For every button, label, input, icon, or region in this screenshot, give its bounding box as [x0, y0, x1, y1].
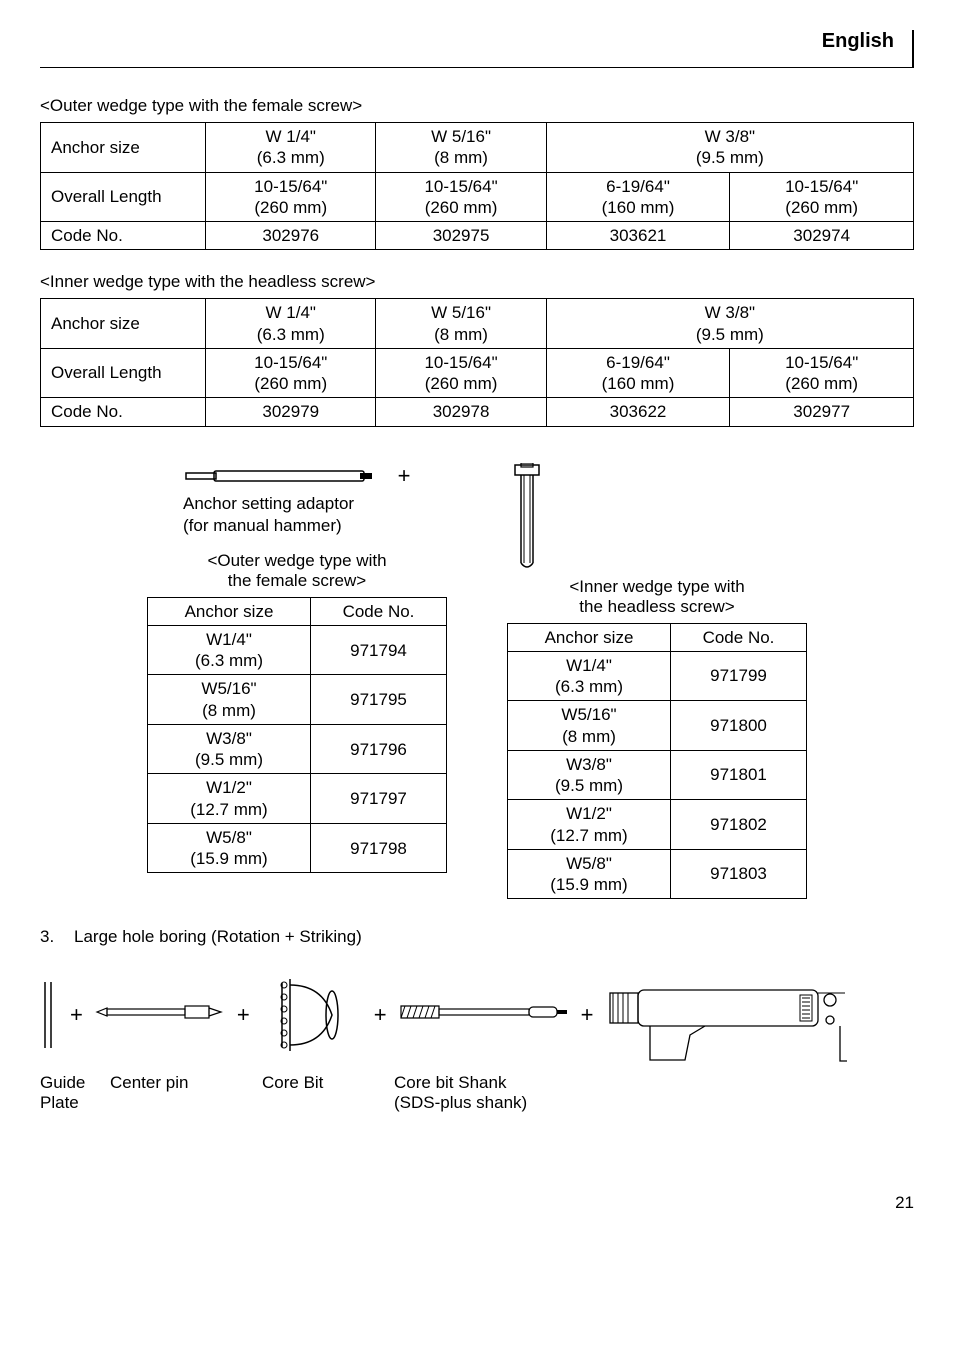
plus-icon: + — [374, 1002, 387, 1028]
right-small-table: Anchor size Code No. W1/4"(6.3 mm)971799… — [507, 623, 807, 900]
rs-r2-c1: 971801 — [671, 750, 807, 800]
ls-r1-c1: 971795 — [311, 675, 447, 725]
adaptor-icon — [184, 465, 374, 487]
right-small-title-2: the headless screw> — [507, 597, 807, 617]
t1-r1-c3: 10-15/64"(260 mm) — [730, 172, 914, 222]
header-language: English — [40, 30, 914, 68]
table2-title: <Inner wedge type with the headless scre… — [40, 272, 914, 292]
t2-r1-c2: 6-19/64"(160 mm) — [546, 348, 730, 398]
rs-r1-c1: 971800 — [671, 701, 807, 751]
t1-r2-label: Code No. — [41, 222, 206, 250]
t2-r1-c3: 10-15/64"(260 mm) — [730, 348, 914, 398]
page-number: 21 — [40, 1193, 914, 1213]
ls-r4-c0: W5/8"(15.9 mm) — [148, 823, 311, 873]
drill-tool-icon — [605, 965, 855, 1065]
t1-r1-c0: 10-15/64"(260 mm) — [206, 172, 376, 222]
guide-plate-label-1: Guide — [40, 1073, 98, 1093]
rs-r1-c0: W5/16"(8 mm) — [508, 701, 671, 751]
ls-r4-c1: 971798 — [311, 823, 447, 873]
t1-r0-c2: W 3/8"(9.5 mm) — [546, 123, 913, 173]
plus-icon: + — [398, 463, 411, 489]
left-small-title-2: the female screw> — [147, 571, 447, 591]
section3-num: 3. — [40, 927, 74, 947]
ls-r2-c1: 971796 — [311, 724, 447, 774]
t1-r1-c1: 10-15/64"(260 mm) — [376, 172, 546, 222]
t1-r0-c0: W 1/4"(6.3 mm) — [206, 123, 376, 173]
t2-r2-c1: 302978 — [376, 398, 546, 426]
left-small-table: Anchor size Code No. W1/4"(6.3 mm)971794… — [147, 597, 447, 874]
rs-r3-c0: W1/2"(12.7 mm) — [508, 800, 671, 850]
t2-r2-c0: 302979 — [206, 398, 376, 426]
t1-r1-label: Overall Length — [41, 172, 206, 222]
rs-h1: Code No. — [671, 623, 807, 651]
ls-h1: Code No. — [311, 597, 447, 625]
t2-r0-c1: W 5/16"(8 mm) — [376, 299, 546, 349]
spec-table-2: Anchor size W 1/4"(6.3 mm) W 5/16"(8 mm)… — [40, 298, 914, 426]
plus-icon: + — [237, 1002, 250, 1028]
table1-title: <Outer wedge type with the female screw> — [40, 96, 914, 116]
rs-r0-c0: W1/4"(6.3 mm) — [508, 651, 671, 701]
ls-r0-c0: W1/4"(6.3 mm) — [148, 625, 311, 675]
ls-r3-c1: 971797 — [311, 774, 447, 824]
t1-r0-label: Anchor size — [41, 123, 206, 173]
t2-r0-c2: W 3/8"(9.5 mm) — [546, 299, 913, 349]
guide-plate-label-2: Plate — [40, 1093, 98, 1113]
t1-r0-c1: W 5/16"(8 mm) — [376, 123, 546, 173]
ls-r3-c0: W1/2"(12.7 mm) — [148, 774, 311, 824]
t2-r1-c0: 10-15/64"(260 mm) — [206, 348, 376, 398]
center-pin-icon — [95, 1000, 225, 1030]
t2-r0-c0: W 1/4"(6.3 mm) — [206, 299, 376, 349]
ls-r1-c0: W5/16"(8 mm) — [148, 675, 311, 725]
rs-r4-c1: 971803 — [671, 849, 807, 899]
t2-r0-label: Anchor size — [41, 299, 206, 349]
ls-h0: Anchor size — [148, 597, 311, 625]
plus-icon: + — [581, 1002, 594, 1028]
adaptor-caption-2: (for manual hammer) — [183, 515, 447, 537]
core-bit-label: Core Bit — [262, 1073, 382, 1113]
t2-r1-label: Overall Length — [41, 348, 206, 398]
t2-r2-c2: 303622 — [546, 398, 730, 426]
ls-r0-c1: 971794 — [311, 625, 447, 675]
t1-r2-c3: 302974 — [730, 222, 914, 250]
left-small-title-1: <Outer wedge type with — [147, 551, 447, 571]
core-bit-icon — [262, 975, 362, 1055]
core-bit-shank-icon — [399, 1000, 569, 1030]
right-small-title-1: <Inner wedge type with — [507, 577, 807, 597]
adaptor-caption-1: Anchor setting adaptor — [183, 493, 447, 515]
t1-r2-c1: 302975 — [376, 222, 546, 250]
rs-r4-c0: W5/8"(15.9 mm) — [508, 849, 671, 899]
center-pin-label: Center pin — [110, 1073, 250, 1113]
rs-r2-c0: W3/8"(9.5 mm) — [508, 750, 671, 800]
t1-r2-c0: 302976 — [206, 222, 376, 250]
spec-table-1: Anchor size W 1/4"(6.3 mm) W 5/16"(8 mm)… — [40, 122, 914, 250]
rs-r3-c1: 971802 — [671, 800, 807, 850]
rs-h0: Anchor size — [508, 623, 671, 651]
plus-icon: + — [70, 1002, 83, 1028]
guide-plate-icon — [40, 980, 58, 1050]
t1-r1-c2: 6-19/64"(160 mm) — [546, 172, 730, 222]
t2-r2-label: Code No. — [41, 398, 206, 426]
hammer-icon — [507, 463, 547, 573]
t2-r2-c3: 302977 — [730, 398, 914, 426]
shank-label-1: Core bit Shank — [394, 1073, 564, 1093]
ls-r2-c0: W3/8"(9.5 mm) — [148, 724, 311, 774]
t2-r1-c1: 10-15/64"(260 mm) — [376, 348, 546, 398]
section3-title: Large hole boring (Rotation + Striking) — [74, 927, 362, 947]
shank-label-2: (SDS-plus shank) — [394, 1093, 564, 1113]
t1-r2-c2: 303621 — [546, 222, 730, 250]
rs-r0-c1: 971799 — [671, 651, 807, 701]
